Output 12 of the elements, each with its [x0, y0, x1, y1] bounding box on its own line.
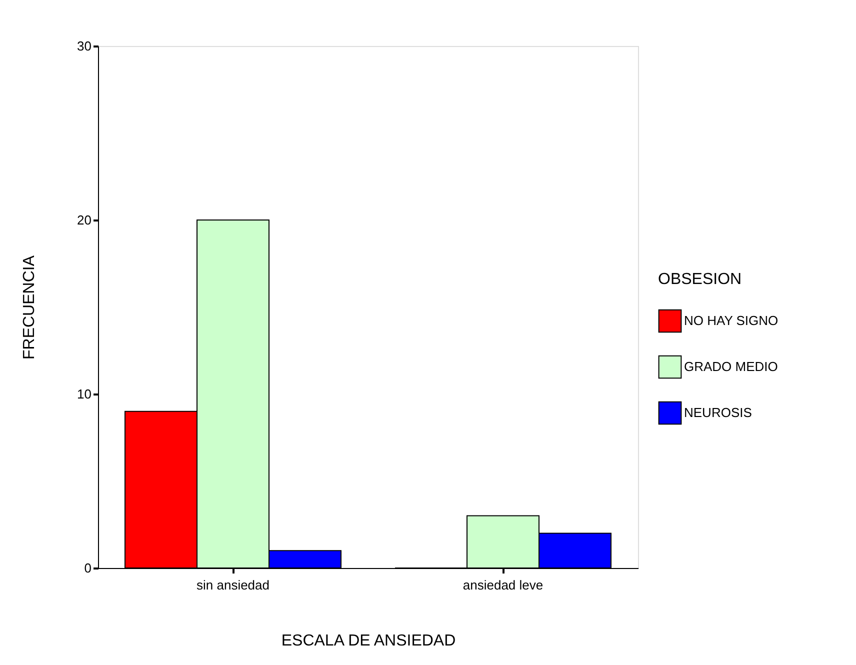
- legend-label: GRADO MEDIO: [684, 359, 778, 374]
- legend-label: NEUROSIS: [684, 405, 752, 420]
- x-tick-label: sin ansiedad: [196, 578, 270, 592]
- x-tick-label: ansiedad leve: [462, 578, 544, 592]
- x-axis-title: ESCALA DE ANSIEDAD: [281, 632, 456, 650]
- legend-label: NO HAY SIGNO: [684, 313, 778, 328]
- y-tick-label: 20: [77, 212, 92, 228]
- y-tick-label: 10: [77, 386, 92, 402]
- y-tick-label: 0: [84, 560, 92, 576]
- y-tick-label: 30: [77, 38, 92, 54]
- legend-title: OBSESION: [658, 271, 742, 288]
- y-axis-title: FRECUENCIA: [21, 255, 38, 360]
